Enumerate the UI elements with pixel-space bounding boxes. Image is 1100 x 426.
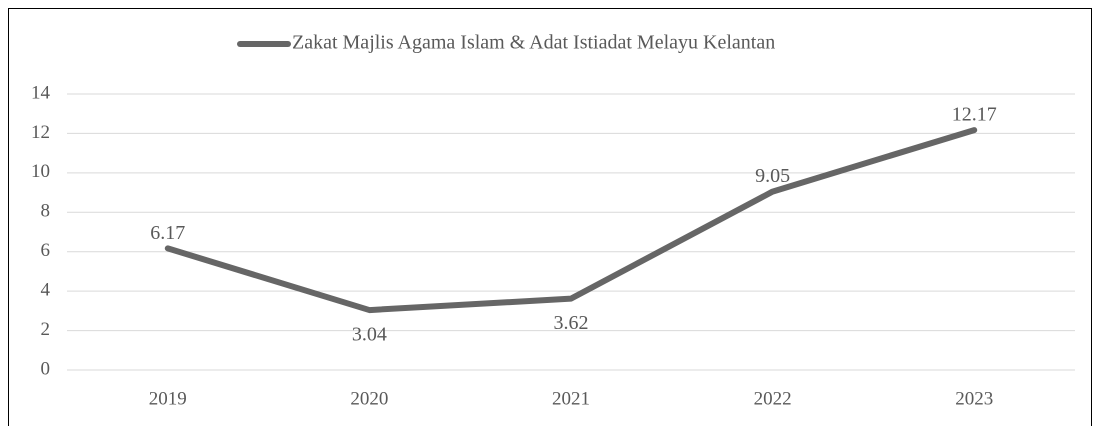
legend-label: Zakat Majlis Agama Islam & Adat Istiadat… — [292, 32, 775, 54]
y-tick-label: 6 — [41, 240, 51, 261]
x-tick-label: 2020 — [350, 388, 388, 409]
chart-border — [8, 8, 1092, 426]
x-tick-label: 2021 — [552, 388, 590, 409]
y-tick-label: 12 — [31, 122, 50, 143]
x-tick-label: 2019 — [149, 388, 187, 409]
y-tick-label: 14 — [31, 82, 51, 103]
data-label: 12.17 — [952, 104, 997, 126]
y-tick-label: 4 — [41, 280, 51, 301]
data-label: 9.05 — [755, 165, 790, 187]
y-tick-label: 0 — [41, 358, 51, 379]
y-tick-label: 10 — [31, 161, 50, 182]
x-tick-label: 2022 — [754, 388, 792, 409]
x-tick-label: 2023 — [955, 388, 993, 409]
y-tick-label: 8 — [41, 201, 51, 222]
data-label: 3.62 — [554, 312, 589, 334]
data-label: 6.17 — [150, 222, 185, 244]
data-label: 3.04 — [352, 324, 387, 346]
data-line — [164, 127, 978, 314]
y-tick-label: 2 — [41, 319, 51, 340]
